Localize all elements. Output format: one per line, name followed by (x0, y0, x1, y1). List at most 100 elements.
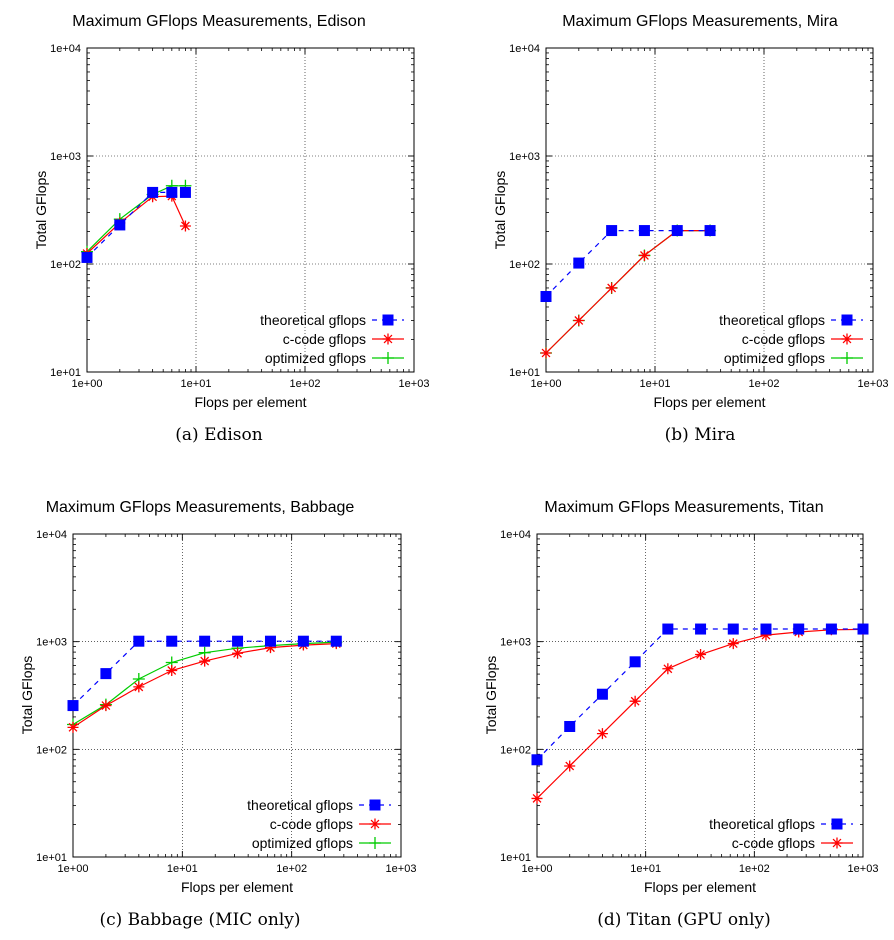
y-tick-label: 1e+03 (36, 637, 67, 649)
y-axis-label: Total GFlops (483, 656, 499, 735)
chart-title: Maximum GFlops Measurements, Titan (544, 499, 823, 516)
data-point (564, 720, 576, 732)
chart-title: Maximum GFlops Measurements, Edison (72, 13, 365, 30)
y-tick-label: 1e+04 (509, 43, 540, 55)
series-line (86, 191, 186, 258)
x-tick-label: 1e+03 (848, 863, 879, 875)
data-point (704, 225, 716, 237)
data-point (638, 225, 650, 237)
legend: theoretical gflops c-code gflops (709, 816, 853, 851)
y-tick-label: 1e+04 (36, 529, 67, 541)
legend-label: c-code gflops (283, 331, 366, 347)
series-line (545, 230, 711, 297)
data-point (727, 623, 739, 635)
x-tick-label: 1e+02 (290, 378, 321, 390)
data-point (199, 655, 211, 667)
x-tick-label: 1e+01 (630, 863, 661, 875)
x-tick-label: 1e+03 (858, 378, 889, 390)
x-tick-label: 1e+03 (399, 378, 430, 390)
chart-title: Maximum GFlops Measurements, Mira (562, 13, 838, 30)
data-point (297, 635, 309, 647)
x-tick-label: 1e+01 (640, 378, 671, 390)
data-point (147, 186, 159, 198)
chart-title: Maximum GFlops Measurements, Babbage (46, 499, 355, 516)
data-point (629, 695, 641, 707)
series-line (86, 195, 186, 254)
caption-a: (a) Edison (175, 425, 262, 445)
data-point (531, 792, 543, 804)
x-tick-label: 1e+00 (531, 378, 562, 390)
series-theoretical-gflops (531, 623, 869, 766)
y-tick-label: 1e+02 (50, 259, 81, 271)
data-point (596, 728, 608, 740)
x-tick-label: 1e+02 (749, 378, 780, 390)
data-point (825, 623, 837, 635)
legend-label: theoretical gflops (260, 312, 366, 328)
data-point (232, 647, 244, 659)
x-tick-label: 1e+02 (739, 863, 770, 875)
data-point (166, 186, 178, 198)
legend-label: optimized gflops (252, 835, 353, 851)
legend-label: c-code gflops (732, 835, 815, 851)
x-tick-label: 1e+01 (167, 863, 198, 875)
data-point (573, 257, 585, 269)
data-point (727, 638, 739, 650)
data-point (760, 629, 772, 641)
legend-label: theoretical gflops (709, 816, 815, 832)
data-point (100, 668, 112, 680)
data-point (638, 249, 650, 261)
caption-d: (d) Titan (GPU only) (597, 910, 771, 930)
x-axis-label: Flops per element (181, 879, 293, 895)
y-axis-label: Total GFlops (492, 171, 508, 250)
legend-marker (841, 333, 853, 345)
data-point (67, 700, 79, 712)
legend-label: c-code gflops (742, 331, 825, 347)
data-point (100, 700, 112, 712)
data-point (179, 186, 191, 198)
data-point (540, 347, 552, 359)
data-point (133, 635, 145, 647)
data-point (531, 754, 543, 766)
plot-frame (536, 533, 864, 858)
legend: theoretical gflops c-code gflops optimized… (260, 312, 404, 366)
data-point (629, 656, 641, 668)
plot-frame (72, 533, 402, 858)
y-axis-label: Total GFlops (33, 171, 49, 250)
panel-mira: Maximum GFlops Measurements, Mira1e+001e… (492, 13, 888, 410)
data-point (166, 664, 178, 676)
y-tick-label: 1e+01 (509, 367, 540, 379)
data-point (857, 623, 869, 635)
legend-label: optimized gflops (724, 350, 825, 366)
legend-marker (369, 818, 381, 830)
y-tick-label: 1e+04 (50, 43, 81, 55)
series-optimized-gflops (540, 224, 717, 359)
y-tick-label: 1e+03 (50, 151, 81, 163)
data-point (793, 623, 805, 635)
x-axis-label: Flops per element (653, 394, 765, 410)
data-point (596, 688, 608, 700)
data-point (695, 623, 707, 635)
x-tick-label: 1e+02 (276, 863, 307, 875)
data-point (695, 648, 707, 660)
legend-marker (369, 799, 381, 811)
data-point (606, 225, 618, 237)
caption-c: (c) Babbage (MIC only) (99, 910, 300, 930)
series-line (545, 230, 711, 354)
panel-edison: Maximum GFlops Measurements, Edison 1e+00… (33, 13, 429, 410)
panel-babbage: Maximum GFlops Measurements, Babbage 1e+0… (19, 499, 416, 895)
plot-frame (545, 47, 874, 373)
legend-marker (369, 837, 381, 849)
y-tick-label: 1e+01 (50, 367, 81, 379)
series-line (72, 640, 337, 707)
data-point (573, 314, 585, 326)
legend-marker (382, 352, 394, 364)
x-axis-label: Flops per element (194, 394, 306, 410)
y-axis-label: Total GFlops (19, 656, 35, 735)
legend-label: theoretical gflops (719, 312, 825, 328)
legend: theoretical gflops c-code gflops optimized… (719, 312, 863, 366)
x-tick-label: 1e+03 (386, 863, 417, 875)
legend-marker (841, 314, 853, 326)
y-tick-label: 1e+01 (500, 852, 531, 864)
x-tick-label: 1e+01 (181, 378, 212, 390)
axis-ticks (536, 533, 864, 858)
